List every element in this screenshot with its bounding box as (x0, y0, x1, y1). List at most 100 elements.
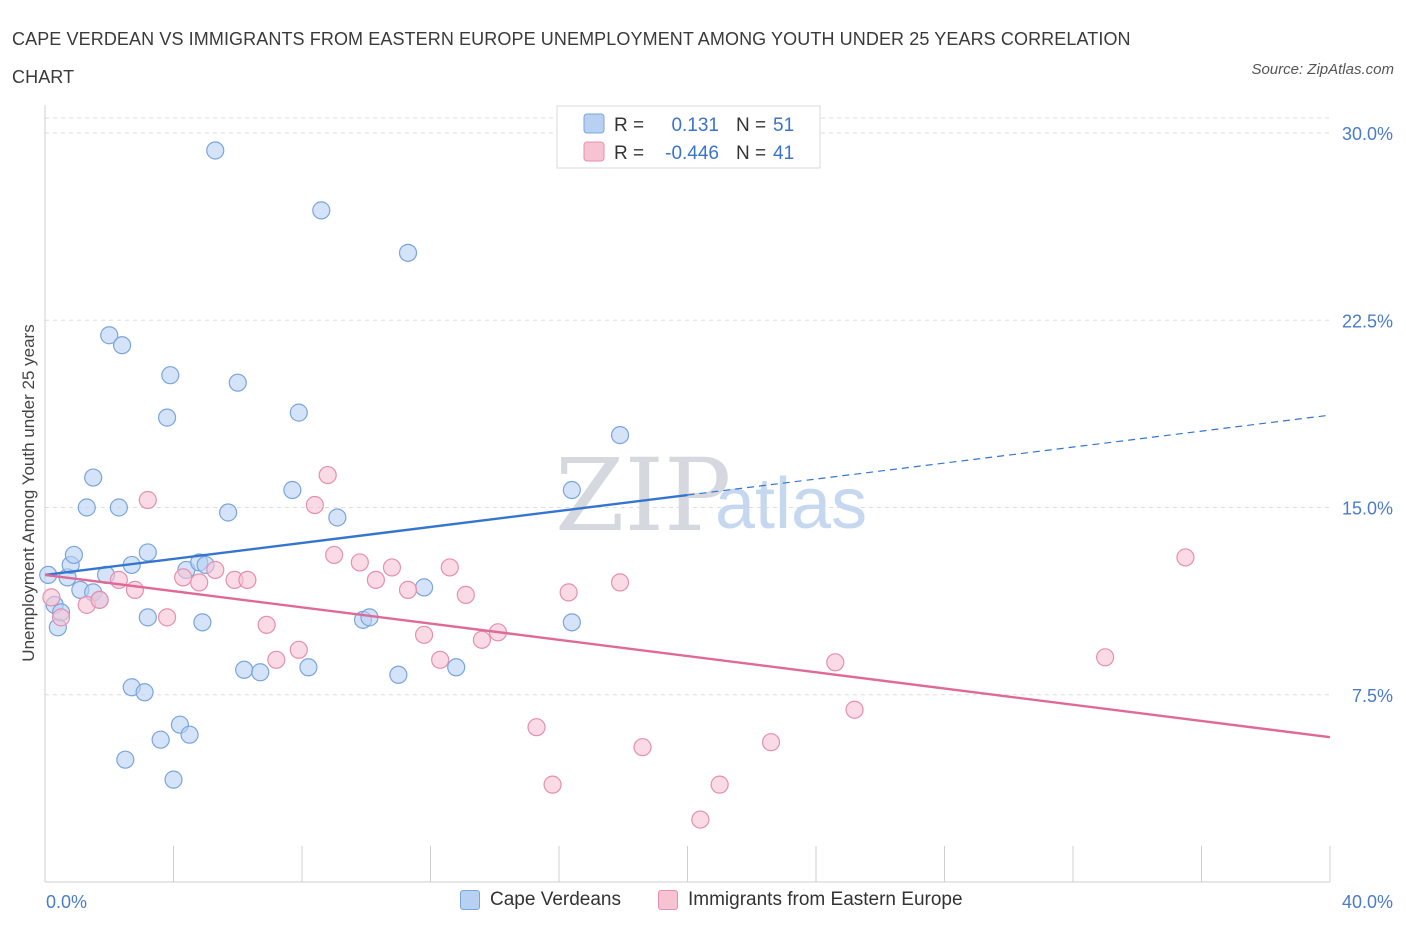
y-tick-label-3: 30.0% (1342, 124, 1393, 144)
eastern-europe-point-18 (325, 545, 344, 565)
cape-verdean-point-36 (251, 663, 270, 682)
cape-verdean-point-39 (299, 658, 318, 677)
legend-label-eastern-europe: Immigrants from Eastern Europe (688, 889, 963, 910)
eastern-europe-point-21 (382, 558, 402, 577)
legend-item-eastern-europe[interactable]: Immigrants from Eastern Europe (658, 889, 963, 911)
trend-line-cape-verdeans (44, 493, 688, 577)
cape-verdean-point-45 (398, 243, 418, 262)
source-label: Source: ZipAtlas.com (1251, 61, 1394, 78)
legend-item-cape-verdeans[interactable]: Cape Verdeans (460, 889, 621, 911)
eastern-europe-point-24 (431, 650, 450, 669)
cape-verdean-point-25 (164, 770, 183, 789)
legend-swatch-pink (583, 141, 605, 162)
cape-verdean-point-24 (161, 366, 180, 385)
eastern-europe-point-39 (1096, 648, 1115, 667)
x-tick-label-0: 0.0% (46, 892, 87, 912)
eastern-europe-point-27 (472, 630, 491, 649)
correlation-legend: R = 0.131 N = 51 R = -0.446 N = 41 (556, 105, 821, 169)
cape-verdean-point-14 (109, 498, 128, 517)
eastern-europe-point-33 (633, 738, 652, 757)
y-axis-label: Unemployment Among Youth under 25 years (19, 324, 38, 661)
eastern-europe-point-5 (125, 580, 145, 599)
y-tick-label-0: 7.5% (1352, 686, 1393, 706)
cape-verdean-point-10 (84, 468, 103, 487)
cape-verdean-point-40 (312, 201, 331, 220)
cape-verdean-point-37 (283, 480, 302, 500)
cape-verdean-point-16 (116, 750, 135, 769)
trend-lines (44, 414, 1331, 739)
legend-r-label-2: R = (614, 143, 644, 164)
cape-verdean-point-23 (157, 408, 177, 427)
cape-verdean-point-49 (562, 480, 581, 500)
legend-r-value-1: 0.131 (671, 115, 719, 136)
series-legend: Cape Verdeans Immigrants from Eastern Eu… (0, 889, 1406, 915)
cape-verdean-point-38 (289, 403, 308, 422)
chart-title: CAPE VERDEAN VS IMMIGRANTS FROM EASTERN … (12, 29, 1131, 87)
y-tick-label-1: 15.0% (1342, 499, 1393, 519)
legend-r-value-2: -0.446 (665, 143, 719, 164)
cape-verdean-point-32 (206, 141, 225, 160)
series-cape-verdeans (39, 141, 630, 789)
eastern-europe-point-8 (174, 568, 193, 587)
cape-verdean-point-22 (151, 730, 170, 749)
eastern-europe-point-34 (691, 810, 710, 829)
eastern-europe-point-20 (366, 570, 385, 590)
eastern-europe-point-40 (1176, 548, 1195, 567)
cape-verdean-point-19 (135, 683, 154, 702)
cape-verdean-point-47 (447, 658, 466, 677)
legend-label-cape-verdeans: Cape Verdeans (490, 889, 621, 910)
legend-n-value-2: 41 (773, 143, 794, 164)
legend-swatch-cape-verdeans (460, 890, 480, 910)
cape-verdean-point-33 (219, 503, 238, 522)
x-tick-label-1: 40.0% (1342, 892, 1393, 912)
eastern-europe-point-9 (190, 573, 209, 592)
eastern-europe-point-0 (42, 588, 61, 607)
eastern-europe-point-35 (710, 775, 729, 794)
cape-verdean-point-21 (138, 608, 157, 627)
eastern-europe-point-10 (206, 560, 225, 580)
eastern-europe-point-30 (543, 775, 562, 794)
cape-verdean-point-50 (610, 425, 630, 445)
cape-verdean-point-46 (414, 578, 434, 597)
cape-verdean-point-34 (228, 373, 247, 392)
cape-verdean-point-6 (64, 545, 84, 565)
eastern-europe-point-16 (305, 495, 324, 515)
cape-verdean-point-20 (138, 543, 157, 562)
eastern-europe-point-6 (138, 490, 157, 510)
eastern-europe-point-15 (289, 640, 308, 659)
eastern-europe-point-26 (456, 585, 475, 604)
eastern-europe-point-38 (845, 700, 864, 719)
gridlines (45, 117, 1330, 696)
legend-swatch-blue (583, 113, 605, 134)
eastern-europe-point-31 (559, 583, 578, 602)
cape-verdean-point-13 (100, 326, 119, 345)
eastern-europe-point-25 (440, 558, 459, 577)
cape-verdean-point-28 (180, 725, 199, 744)
eastern-europe-point-19 (350, 553, 369, 572)
axes (44, 105, 1331, 883)
eastern-europe-point-7 (157, 608, 177, 627)
legend-n-label-1: N = (736, 115, 766, 136)
cape-verdean-point-30 (193, 613, 212, 632)
cape-verdean-point-48 (562, 613, 581, 632)
eastern-europe-point-14 (267, 650, 286, 669)
cape-verdean-point-8 (77, 498, 96, 517)
eastern-europe-point-17 (318, 465, 337, 485)
eastern-europe-point-1 (51, 608, 71, 627)
watermark-zip: ZIP (555, 437, 731, 554)
eastern-europe-point-23 (414, 625, 434, 644)
trend-line-eastern-europe (44, 573, 1331, 739)
eastern-europe-point-3 (90, 590, 109, 609)
legend-r-label-1: R = (614, 115, 644, 136)
eastern-europe-point-13 (257, 615, 276, 634)
eastern-europe-point-32 (610, 573, 630, 592)
legend-n-value-1: 51 (773, 115, 794, 136)
legend-n-label-2: N = (736, 143, 766, 164)
cape-verdean-point-41 (328, 508, 347, 527)
tick-labels: 7.5% 15.0% 22.5% 30.0% 0.0% 40.0% (46, 124, 1393, 912)
eastern-europe-point-37 (826, 653, 845, 672)
cape-verdean-point-15 (112, 336, 132, 355)
eastern-europe-point-36 (761, 733, 781, 752)
eastern-europe-point-29 (527, 718, 546, 737)
